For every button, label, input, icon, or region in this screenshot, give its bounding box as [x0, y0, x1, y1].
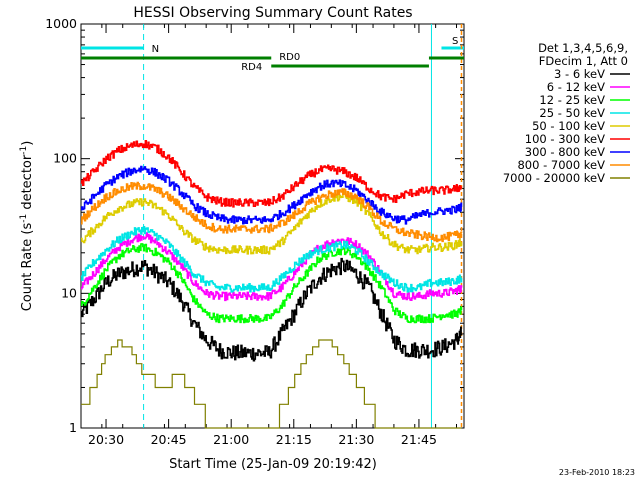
rd4-label: RD4 — [241, 62, 262, 73]
series-group — [81, 140, 463, 429]
y-tick-label: 100 — [53, 151, 77, 166]
series-line-7 — [81, 165, 463, 225]
series-line-5 — [81, 191, 463, 255]
legend-label: 300 - 800 keV — [525, 145, 605, 159]
series-line-3 — [81, 243, 463, 324]
plot-area: 20:30 20:45 21:00 21:15 21:30 21:45 1 10 100 100… — [45, 16, 465, 447]
chart-title: HESSI Observing Summary Count Rates — [133, 5, 412, 21]
legend-label: 6 - 12 keV — [547, 80, 605, 94]
legend-label: 100 - 300 keV — [525, 132, 605, 146]
legend-label: 25 - 50 keV — [539, 106, 605, 120]
legend-label: 7000 - 20000 keV — [503, 171, 605, 185]
y-axis-label-main: Count Rate (s — [20, 223, 35, 312]
legend-label: 3 - 6 keV — [554, 67, 605, 81]
x-tick-label: 21:15 — [276, 432, 312, 447]
x-tick-label: 21:00 — [213, 432, 249, 447]
timestamp: 23-Feb-2010 18:23 — [559, 468, 635, 477]
x-axis: 20:30 20:45 21:00 21:15 21:30 21:45 — [80, 24, 457, 447]
x-tick-label: 21:30 — [338, 432, 374, 447]
legend-label: 800 - 7000 keV — [517, 158, 605, 172]
y-tick-label: 1000 — [45, 16, 77, 31]
instrument-markers: N S RD4 RD0 — [81, 24, 464, 428]
series-line-1 — [81, 257, 463, 362]
x-tick-label: 21:45 — [401, 432, 437, 447]
legend-label: 12 - 25 keV — [539, 93, 605, 107]
rd0-label: RD0 — [279, 52, 300, 63]
series-line-2 — [81, 232, 463, 302]
series-line-4 — [81, 226, 463, 293]
y-axis-label-mid: detector — [20, 154, 35, 214]
legend: Det 1,3,4,5,6,9, FDecim 1, Att 0 3 - 6 k… — [503, 41, 630, 185]
night-label: N — [152, 44, 159, 55]
y-axis-label-end: ) — [20, 141, 35, 146]
legend-label: 50 - 100 keV — [532, 119, 605, 133]
series-line-6 — [81, 140, 463, 208]
series-line-9 — [81, 339, 462, 429]
y-axis-label-sup2: -1 — [19, 146, 29, 155]
saa-label: S — [452, 36, 458, 47]
y-tick-label: 10 — [61, 285, 77, 300]
legend-header-line-2: FDecim 1, Att 0 — [539, 54, 628, 68]
plot-frame — [80, 23, 465, 429]
y-tick-label: 1 — [69, 420, 77, 435]
series-line-8 — [81, 181, 463, 243]
y-axis-label: Count Rate (s-1 detector-1) — [19, 141, 35, 312]
y-axis: 1 10 100 1000 — [45, 16, 464, 435]
x-tick-label: 20:30 — [88, 432, 124, 447]
x-axis-label: Start Time (25-Jan-09 20:19:42) — [169, 457, 377, 472]
x-tick-label: 20:45 — [151, 432, 187, 447]
legend-header-line-1: Det 1,3,4,5,6,9, — [538, 41, 628, 55]
y-axis-label-sup1: -1 — [19, 214, 29, 223]
